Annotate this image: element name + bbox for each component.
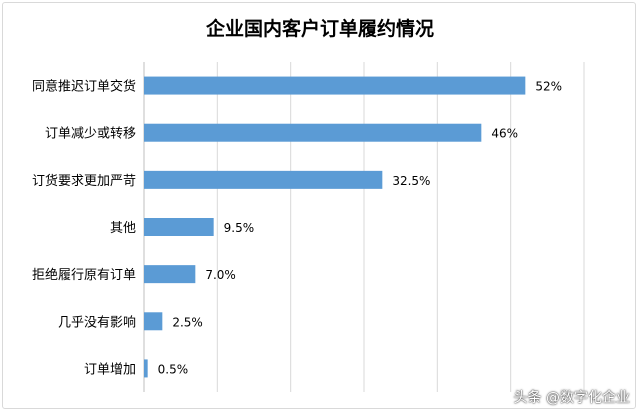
bar bbox=[144, 359, 148, 378]
data-label: 2.5% bbox=[172, 315, 203, 329]
bar bbox=[144, 218, 214, 236]
watermark: 头条 @数字化企业 bbox=[513, 390, 630, 406]
chart-title: 企业国内客户订单履约情况 bbox=[205, 18, 434, 40]
category-label: 几乎没有影响 bbox=[58, 314, 136, 330]
chart-frame bbox=[2, 2, 636, 409]
data-label: 32.5% bbox=[392, 174, 430, 188]
category-label: 拒绝履行原有订单 bbox=[32, 267, 136, 283]
data-label: 0.5% bbox=[158, 362, 189, 376]
bar bbox=[144, 76, 526, 95]
category-label: 订单减少或转移 bbox=[45, 127, 136, 142]
bar bbox=[144, 170, 383, 189]
data-label: 52% bbox=[535, 80, 562, 94]
bar bbox=[144, 312, 163, 331]
data-label: 46% bbox=[491, 127, 518, 141]
data-label: 9.5% bbox=[224, 221, 255, 235]
category-label: 其他 bbox=[110, 221, 136, 236]
category-label: 同意推迟订单交货 bbox=[32, 79, 136, 95]
data-label: 7.0% bbox=[205, 268, 236, 282]
bar bbox=[144, 123, 482, 142]
bar bbox=[144, 265, 196, 284]
category-label: 订单增加 bbox=[84, 362, 136, 377]
category-label: 订货要求更加严苛 bbox=[32, 173, 136, 189]
